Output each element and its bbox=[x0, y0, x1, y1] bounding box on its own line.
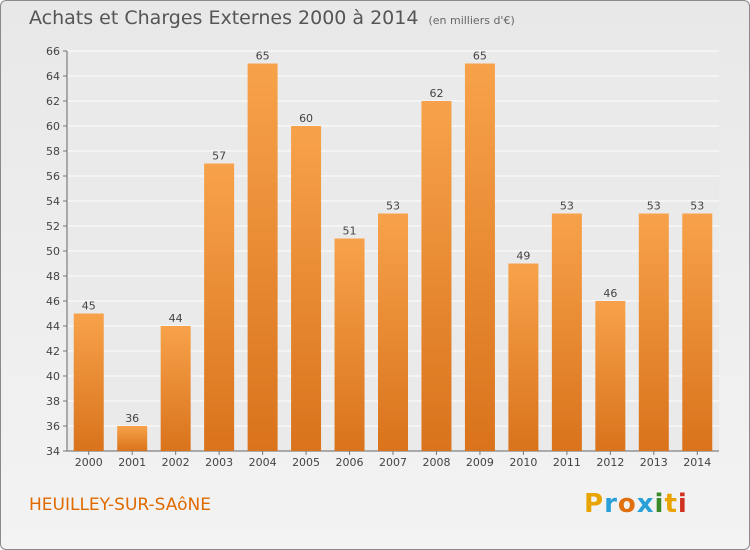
bar bbox=[160, 326, 191, 451]
bar-value-label: 65 bbox=[473, 50, 487, 63]
chart-title: Achats et Charges Externes 2000 à 2014 (e… bbox=[29, 7, 515, 29]
bar bbox=[378, 213, 408, 451]
logo-letter: o bbox=[617, 489, 637, 519]
x-tick-label: 2009 bbox=[466, 456, 494, 469]
logo-letter: i bbox=[677, 489, 688, 519]
bar-value-label: 44 bbox=[169, 312, 183, 325]
y-tick-label: 34 bbox=[46, 445, 60, 458]
bar bbox=[204, 163, 235, 451]
bar-value-label: 53 bbox=[690, 200, 704, 213]
logo-letter: P bbox=[584, 489, 605, 519]
y-tick-label: 60 bbox=[46, 120, 60, 133]
bar-value-label: 45 bbox=[82, 300, 96, 313]
x-tick-label: 2002 bbox=[162, 456, 190, 469]
y-tick-label: 66 bbox=[46, 45, 60, 58]
y-tick-label: 54 bbox=[46, 195, 60, 208]
bar bbox=[464, 63, 495, 451]
bar bbox=[682, 213, 713, 451]
y-tick-label: 42 bbox=[46, 345, 60, 358]
x-tick-label: 2004 bbox=[249, 456, 277, 469]
y-tick-label: 56 bbox=[46, 170, 60, 183]
y-tick-label: 48 bbox=[46, 270, 60, 283]
bar bbox=[551, 213, 582, 451]
logo-letter: r bbox=[604, 489, 618, 519]
bar-value-label: 53 bbox=[647, 200, 661, 213]
y-tick-label: 44 bbox=[46, 320, 60, 333]
bar-value-label: 62 bbox=[429, 87, 443, 100]
x-tick-label: 2007 bbox=[379, 456, 407, 469]
chart-subtitle: (en milliers d'€) bbox=[428, 14, 515, 27]
bar bbox=[247, 63, 278, 451]
y-tick-label: 62 bbox=[46, 95, 60, 108]
logo-letter: t bbox=[664, 489, 678, 519]
proxiti-logo: Proxiti bbox=[584, 489, 688, 519]
y-tick-label: 40 bbox=[46, 370, 60, 383]
y-tick-label: 58 bbox=[46, 145, 60, 158]
x-tick-label: 2000 bbox=[75, 456, 103, 469]
bar-value-label: 57 bbox=[212, 150, 226, 163]
x-tick-label: 2012 bbox=[596, 456, 624, 469]
y-tick-label: 50 bbox=[46, 245, 60, 258]
x-tick-label: 2005 bbox=[292, 456, 320, 469]
y-tick-label: 64 bbox=[46, 70, 60, 83]
y-tick-label: 52 bbox=[46, 220, 60, 233]
bar-value-label: 65 bbox=[256, 50, 270, 63]
bar-value-label: 53 bbox=[386, 200, 400, 213]
city-name: HEUILLEY-SUR-SAôNE bbox=[29, 495, 211, 515]
bar-value-label: 49 bbox=[516, 250, 530, 263]
x-tick-label: 2011 bbox=[553, 456, 581, 469]
bar bbox=[117, 426, 148, 451]
logo-letter: i bbox=[654, 489, 665, 519]
bar bbox=[508, 263, 539, 451]
bar-value-label: 60 bbox=[299, 112, 313, 125]
bar bbox=[334, 238, 365, 451]
bar bbox=[421, 101, 452, 451]
bar-value-label: 53 bbox=[560, 200, 574, 213]
x-tick-label: 2014 bbox=[683, 456, 711, 469]
bar bbox=[73, 313, 104, 451]
bar-value-label: 46 bbox=[603, 287, 617, 300]
y-tick-label: 38 bbox=[46, 395, 60, 408]
x-tick-label: 2003 bbox=[205, 456, 233, 469]
chart-title-text: Achats et Charges Externes 2000 à 2014 bbox=[29, 7, 419, 29]
y-tick-label: 46 bbox=[46, 295, 60, 308]
x-tick-label: 2013 bbox=[640, 456, 668, 469]
x-tick-label: 2006 bbox=[336, 456, 364, 469]
bar bbox=[595, 301, 626, 451]
logo-letter: x bbox=[636, 489, 655, 519]
x-tick-label: 2010 bbox=[509, 456, 537, 469]
bar bbox=[638, 213, 669, 451]
x-tick-label: 2008 bbox=[422, 456, 450, 469]
bar-value-label: 36 bbox=[125, 412, 139, 425]
y-tick-label: 36 bbox=[46, 420, 60, 433]
x-tick-label: 2001 bbox=[118, 456, 146, 469]
bar-value-label: 51 bbox=[343, 225, 357, 238]
bar bbox=[291, 126, 322, 451]
